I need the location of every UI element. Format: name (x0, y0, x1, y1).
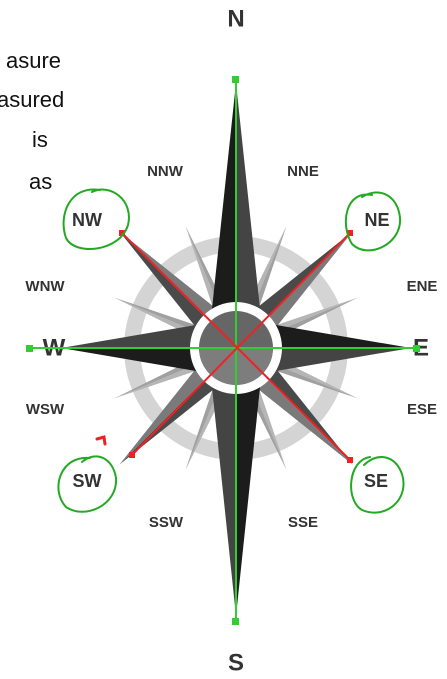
compass-point-label: NW (72, 210, 102, 230)
red-mark (95, 435, 107, 446)
minor-spike (185, 348, 236, 470)
text-fragment: asure (6, 48, 61, 73)
red-marker (129, 452, 135, 458)
compass-point-label: NNE (287, 163, 319, 180)
green-marker (413, 345, 420, 352)
compass-point-label: SW (73, 471, 102, 491)
compass-point-label: WSW (26, 401, 65, 418)
main-arm (236, 83, 262, 348)
main-arm (210, 83, 236, 348)
red-marker (119, 230, 125, 236)
hand-circle (62, 188, 130, 250)
compass-point-label: ESE (407, 401, 437, 418)
compass-point-label: NNW (147, 163, 184, 180)
compass-point-label: WNW (25, 278, 65, 295)
compass-point-label: E (413, 334, 429, 361)
compass-point-label: SSW (149, 514, 184, 531)
diagonal-arm (119, 348, 236, 465)
compass-point-label: N (227, 5, 244, 32)
red-line (121, 232, 351, 461)
text-fragment: asured (0, 87, 64, 112)
minor-spike (185, 226, 236, 348)
compass-point-label: NE (364, 210, 389, 230)
minor-spike (236, 226, 287, 348)
compass-point-label: SSE (288, 514, 318, 531)
hand-circle (344, 191, 402, 252)
red-marker (347, 230, 353, 236)
green-marker (26, 345, 33, 352)
text-fragment: as (29, 169, 52, 194)
red-line (131, 232, 351, 456)
compass-point-label: SE (364, 471, 388, 491)
annotations (26, 76, 420, 625)
compass-point-label: ENE (407, 278, 438, 295)
hand-circle (57, 455, 118, 513)
hand-circle (350, 456, 405, 514)
main-arm (236, 348, 262, 616)
minor-spike (236, 348, 358, 399)
red-marker (347, 457, 353, 463)
minor-spike (114, 297, 236, 348)
main-arm (210, 348, 236, 616)
green-marker (232, 618, 239, 625)
green-marker (232, 76, 239, 83)
text-fragment: is (32, 127, 48, 152)
compass-point-label: S (228, 649, 244, 676)
